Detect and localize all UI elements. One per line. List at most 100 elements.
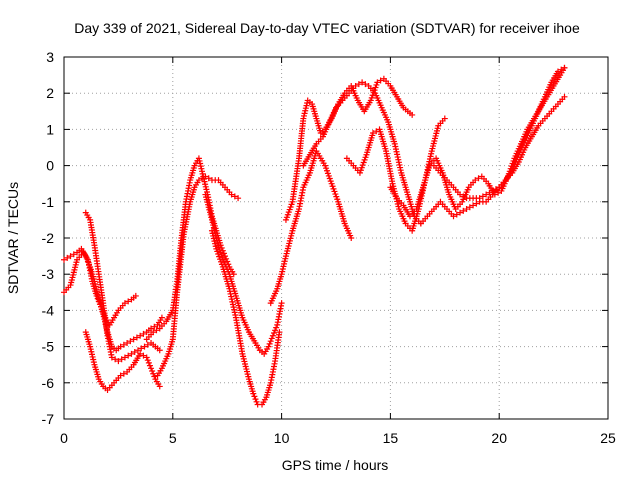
x-tick-label: 5 bbox=[169, 430, 177, 446]
data-point-fill bbox=[140, 330, 147, 337]
data-point bbox=[158, 314, 165, 321]
data-point bbox=[150, 329, 157, 336]
data-point-fill bbox=[118, 356, 125, 363]
data-point bbox=[450, 213, 457, 220]
data-point bbox=[265, 343, 272, 350]
data-point-fill bbox=[460, 193, 467, 200]
data-point-fill bbox=[252, 396, 259, 403]
data-point-fill bbox=[133, 334, 140, 341]
y-tick-label: 3 bbox=[46, 49, 54, 65]
data-point-fill bbox=[151, 373, 158, 380]
data-point-fill bbox=[479, 193, 486, 200]
data-point-fill bbox=[140, 352, 147, 359]
data-point bbox=[276, 329, 283, 336]
data-point bbox=[124, 339, 131, 346]
data-point-fill bbox=[466, 204, 473, 211]
data-point bbox=[117, 343, 124, 350]
data-point-fill bbox=[270, 330, 277, 337]
data-point-fill bbox=[223, 255, 230, 262]
y-tick-label: -7 bbox=[42, 411, 55, 427]
data-point bbox=[108, 354, 115, 361]
data-point bbox=[476, 195, 483, 202]
data-point-fill bbox=[86, 261, 93, 268]
data-point-fill bbox=[231, 193, 238, 200]
y-axis: -7 -6 -5 -4 -3 -2 -1 0 1 2 3 bbox=[42, 49, 608, 427]
data-point-fill bbox=[266, 340, 273, 347]
data-points bbox=[61, 64, 568, 408]
y-tick-label: 2 bbox=[46, 85, 54, 101]
data-point bbox=[374, 79, 381, 86]
data-point-fill bbox=[453, 211, 460, 218]
data-point-fill bbox=[144, 357, 151, 364]
data-point-fill bbox=[151, 323, 158, 330]
data-point-fill bbox=[473, 200, 480, 207]
x-tick-label: 0 bbox=[60, 430, 68, 446]
data-point-fill bbox=[145, 359, 152, 366]
x-tick-label: 20 bbox=[491, 430, 507, 446]
data-point bbox=[463, 206, 470, 213]
data-point-fill bbox=[120, 370, 127, 377]
data-point bbox=[269, 332, 276, 339]
data-point-fill bbox=[460, 207, 467, 214]
y-tick-label: 0 bbox=[46, 158, 54, 174]
data-point-fill bbox=[150, 370, 157, 377]
data-point bbox=[148, 365, 155, 372]
data-point-fill bbox=[120, 341, 127, 348]
data-point-fill bbox=[138, 345, 145, 352]
data-point bbox=[148, 325, 155, 332]
data-point-fill bbox=[224, 258, 231, 265]
data-point bbox=[470, 202, 477, 209]
data-point-fill bbox=[83, 255, 90, 262]
data-point-fill bbox=[267, 338, 274, 345]
data-point bbox=[409, 111, 416, 118]
data-point bbox=[121, 354, 128, 361]
data-point bbox=[82, 253, 89, 260]
data-point bbox=[554, 68, 561, 75]
data-point-fill bbox=[362, 81, 369, 88]
y-tick-label: -1 bbox=[42, 194, 55, 210]
data-point-fill bbox=[273, 324, 280, 331]
data-point-fill bbox=[149, 368, 156, 375]
data-point bbox=[128, 350, 135, 357]
data-point-fill bbox=[131, 349, 138, 356]
chart-title: Day 339 of 2021, Sidereal Day-to-day VTE… bbox=[74, 20, 580, 36]
data-point-fill bbox=[475, 175, 482, 182]
data-point bbox=[352, 82, 359, 89]
data-point bbox=[483, 191, 490, 198]
data-point-fill bbox=[84, 258, 91, 265]
data-point bbox=[156, 383, 163, 390]
data-point bbox=[61, 256, 67, 263]
data-point-fill bbox=[492, 186, 499, 193]
data-point bbox=[348, 235, 355, 241]
data-point-fill bbox=[377, 77, 384, 84]
data-point-fill bbox=[272, 327, 279, 334]
data-point-fill bbox=[146, 362, 153, 369]
data-point bbox=[457, 209, 464, 216]
data-point-fill bbox=[558, 66, 565, 73]
y-tick-label: -4 bbox=[42, 302, 55, 318]
data-point bbox=[143, 354, 150, 361]
y-tick-label: -3 bbox=[42, 266, 55, 282]
data-point bbox=[130, 336, 137, 343]
x-tick-label: 10 bbox=[274, 430, 290, 446]
data-point bbox=[457, 191, 464, 198]
x-tick-label: 25 bbox=[600, 430, 616, 446]
data-point bbox=[489, 187, 496, 194]
x-tick-label: 15 bbox=[383, 430, 399, 446]
data-point bbox=[115, 358, 122, 365]
data-point-fill bbox=[251, 393, 258, 400]
data-point-fill bbox=[64, 254, 71, 261]
data-point-fill bbox=[125, 352, 132, 359]
data-point bbox=[195, 177, 202, 184]
data-point bbox=[141, 343, 148, 350]
data-point bbox=[561, 64, 568, 71]
data-point bbox=[117, 372, 124, 379]
data-point-fill bbox=[205, 175, 212, 182]
data-point-fill bbox=[268, 335, 275, 342]
data-point bbox=[121, 300, 128, 307]
data-point bbox=[472, 177, 479, 184]
data-point bbox=[441, 115, 448, 122]
data-point-fill bbox=[144, 341, 151, 348]
data-point-fill bbox=[355, 81, 362, 88]
